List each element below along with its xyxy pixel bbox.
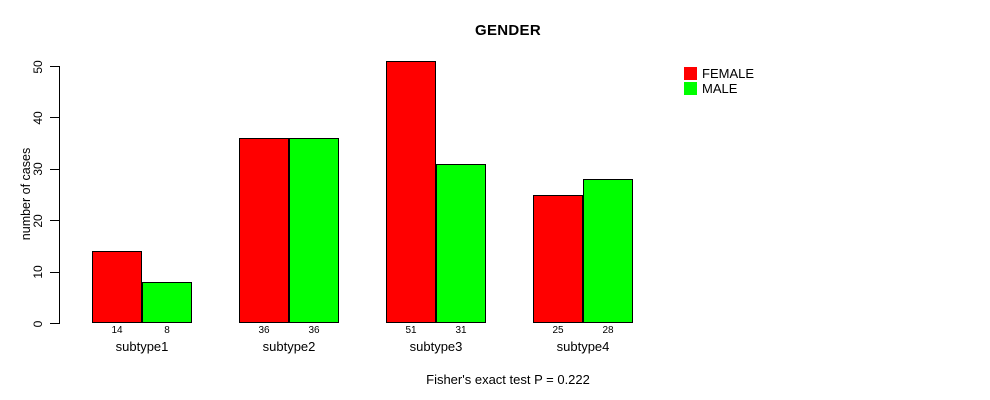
- legend-swatch-female: [684, 67, 697, 80]
- y-tick-label: 10: [31, 265, 45, 279]
- legend: FEMALE MALE: [684, 66, 754, 96]
- x-category-label: subtype3: [409, 339, 463, 354]
- y-tick-label: 30: [31, 162, 45, 176]
- bar-male-subtype1: [142, 281, 192, 323]
- y-tick-label: 40: [31, 111, 45, 125]
- legend-item-female: FEMALE: [684, 66, 754, 81]
- bar-male-subtype3: [436, 163, 486, 323]
- x-category-label: subtype2: [262, 339, 316, 354]
- bar-female-subtype4: [533, 194, 583, 323]
- bar-male-subtype4: [583, 179, 633, 323]
- chart-title: GENDER: [475, 22, 541, 39]
- y-tick-mark: [50, 271, 59, 273]
- bar-value-label: 28: [602, 325, 614, 336]
- bar-female-subtype1: [92, 251, 142, 323]
- y-axis-line: [59, 66, 60, 324]
- bar-value-label: 25: [552, 325, 564, 336]
- y-tick-mark: [50, 66, 59, 67]
- footnote-fishers-test: Fisher's exact test P = 0.222: [426, 372, 590, 387]
- bar-value-label: 31: [455, 325, 467, 336]
- bar-value-label: 51: [405, 325, 417, 336]
- x-category-label: subtype1: [115, 339, 169, 354]
- legend-item-male: MALE: [684, 81, 754, 96]
- y-tick-mark: [50, 323, 59, 324]
- y-tick-mark: [50, 117, 59, 119]
- y-tick-label: 0: [31, 320, 45, 327]
- legend-label-male: MALE: [702, 81, 738, 96]
- y-tick-label: 20: [31, 214, 45, 228]
- bar-male-subtype2: [289, 137, 339, 323]
- legend-swatch-male: [684, 82, 697, 95]
- bar-value-label: 36: [258, 325, 270, 336]
- x-category-label: subtype4: [556, 339, 610, 354]
- bar-value-label: 36: [308, 325, 320, 336]
- y-tick-mark: [50, 168, 59, 170]
- y-tick-mark: [50, 220, 59, 222]
- legend-label-female: FEMALE: [702, 66, 755, 81]
- y-tick-label: 50: [31, 59, 45, 74]
- bar-value-label: 14: [111, 325, 123, 336]
- bar-value-label: 8: [164, 325, 170, 336]
- bar-female-subtype3: [386, 60, 436, 323]
- bar-female-subtype2: [239, 137, 289, 323]
